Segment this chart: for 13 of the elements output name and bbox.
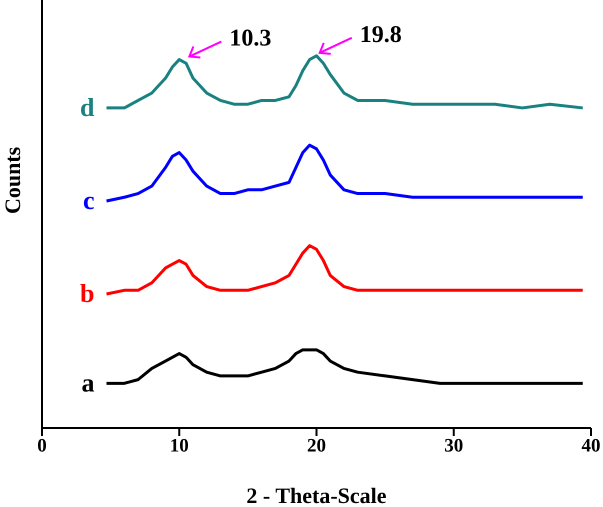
x-tick-label: 10 bbox=[170, 435, 189, 456]
y-axis-title: Counts bbox=[0, 146, 25, 214]
series-label: d bbox=[80, 92, 96, 122]
series-label: b bbox=[80, 279, 95, 308]
x-tick-label: 20 bbox=[307, 435, 326, 456]
annotation: 10.3 bbox=[229, 26, 272, 52]
series-label: c bbox=[82, 186, 95, 215]
series-label: a bbox=[82, 368, 95, 398]
x-tick-label: 0 bbox=[37, 435, 47, 456]
annotation: 19.8 bbox=[360, 22, 402, 48]
x-tick-label: 40 bbox=[582, 435, 600, 456]
x-axis-title: 2 - Theta-Scale bbox=[246, 483, 387, 507]
x-tick-label: 30 bbox=[444, 435, 464, 456]
